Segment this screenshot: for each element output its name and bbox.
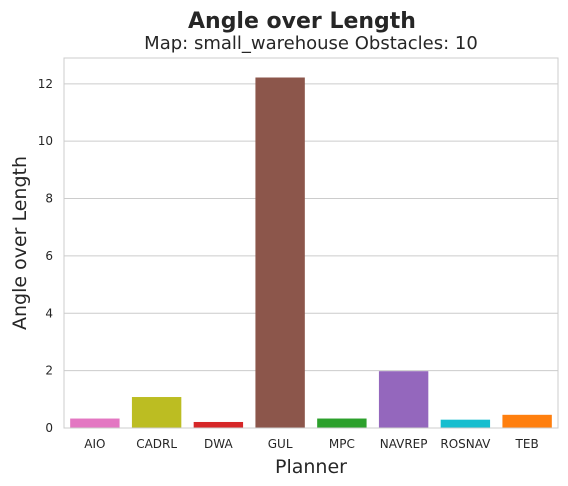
bars — [70, 77, 552, 428]
x-tick-label: NAVREP — [380, 437, 428, 451]
bar-mpc — [317, 418, 367, 428]
x-tick-label: CADRL — [136, 437, 177, 451]
bar-navrep — [378, 371, 429, 428]
x-tick-labels: AIO CADRL DWA GUL MPC NAVREP ROSNAV TEB — [84, 437, 538, 451]
x-tick-label: GUL — [268, 437, 293, 451]
bar-rosnav — [440, 419, 491, 428]
y-tick-label: 10 — [38, 134, 53, 148]
plot-frame — [63, 57, 559, 429]
x-tick-label: MPC — [329, 437, 355, 451]
bar-aio — [70, 418, 120, 428]
y-tick-label: 0 — [45, 421, 53, 435]
y-tick-label: 12 — [38, 77, 53, 91]
x-tick-label: AIO — [84, 437, 105, 451]
bar-cadrl — [131, 397, 182, 428]
y-tick-label: 4 — [45, 306, 53, 320]
y-tick-label: 8 — [45, 192, 53, 206]
y-tick-labels: 0 2 4 6 8 10 12 — [38, 77, 53, 435]
y-tick-label: 6 — [45, 249, 53, 263]
chart-subtitle: Map: small_warehouse Obstacles: 10 — [144, 33, 478, 54]
x-axis-label: Planner — [275, 456, 347, 478]
bar-gul — [255, 77, 305, 428]
bar-teb — [502, 414, 552, 428]
y-axis-label: Angle over Length — [9, 156, 31, 330]
x-tick-label: ROSNAV — [440, 437, 491, 451]
y-tick-label: 2 — [45, 364, 53, 378]
bar-dwa — [193, 421, 244, 428]
chart-title: Angle over Length — [188, 9, 416, 34]
x-tick-label: DWA — [204, 437, 233, 451]
x-tick-label: TEB — [515, 437, 539, 451]
gridlines — [64, 83, 558, 429]
